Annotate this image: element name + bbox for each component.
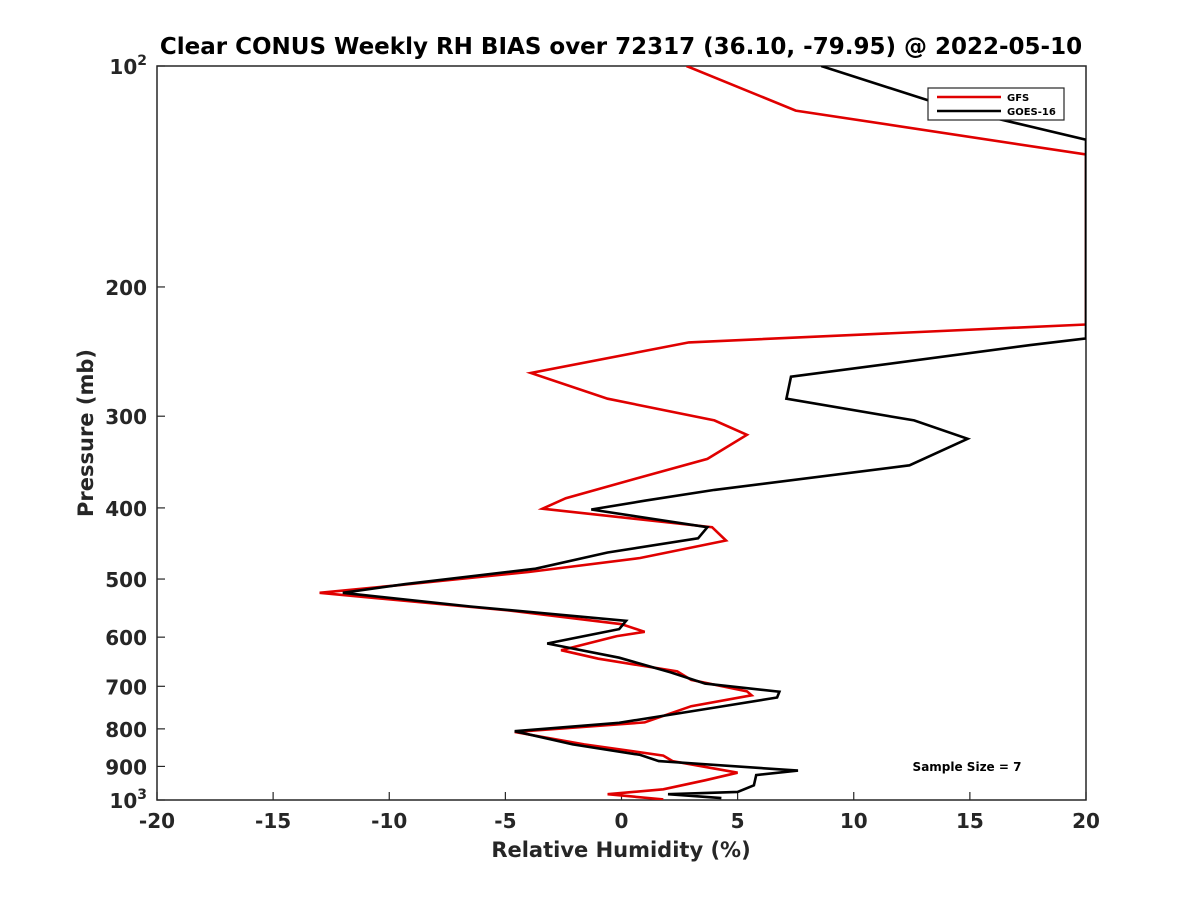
x-tick-label: 5 <box>731 809 745 833</box>
y-tick-label: 500 <box>105 568 147 592</box>
y-tick-label: 700 <box>105 675 147 699</box>
x-tick-label: -5 <box>494 809 516 833</box>
y-tick-label: 600 <box>105 626 147 650</box>
x-tick-label: 10 <box>840 809 868 833</box>
legend: GFS GOES-16 <box>927 87 1065 121</box>
y-tick-label: 900 <box>105 755 147 779</box>
y-axis-label: Pressure (mb) <box>74 349 98 517</box>
series-line-gfs <box>319 66 1086 800</box>
legend-box <box>927 87 1065 121</box>
legend-label: GFS <box>1007 93 1029 104</box>
sample-size-annotation: Sample Size = 7 <box>913 760 1022 774</box>
x-axis-label: Relative Humidity (%) <box>491 838 750 862</box>
y-tick-label: 103 <box>109 787 147 813</box>
x-tick-label: 0 <box>615 809 629 833</box>
series-line-goes-16 <box>342 66 1086 800</box>
x-tick-label: 15 <box>956 809 984 833</box>
x-tick-label: 20 <box>1072 809 1100 833</box>
plot-area-frame <box>156 65 1087 801</box>
x-tick-label: -10 <box>371 809 407 833</box>
y-tick-label: 300 <box>105 405 147 429</box>
y-tick-label: 102 <box>109 53 147 79</box>
y-tick-label: 200 <box>105 276 147 300</box>
series-layer <box>319 66 1086 800</box>
y-tick-label: 800 <box>105 718 147 742</box>
y-tick-label: 400 <box>105 497 147 521</box>
x-tick-label: -15 <box>255 809 291 833</box>
legend-label: GOES-16 <box>1007 107 1056 118</box>
y-axis: 102 200 300 400 500 600 700 800 900 103 <box>105 53 165 813</box>
x-axis: -20 -15 -10 -5 0 5 10 15 20 <box>139 792 1100 833</box>
chart-title: Clear CONUS Weekly RH BIAS over 72317 (3… <box>160 34 1082 60</box>
x-tick-label: -20 <box>139 809 175 833</box>
